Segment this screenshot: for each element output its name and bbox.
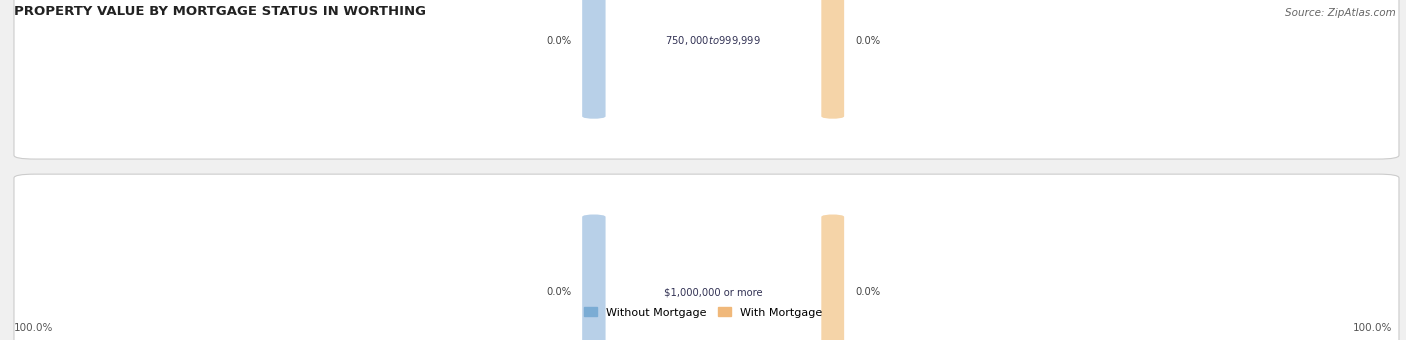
Text: Source: ZipAtlas.com: Source: ZipAtlas.com (1285, 8, 1396, 18)
Legend: Without Mortgage, With Mortgage: Without Mortgage, With Mortgage (579, 303, 827, 322)
FancyBboxPatch shape (821, 215, 844, 340)
Text: 0.0%: 0.0% (546, 36, 571, 46)
Text: $750,000 to $999,999: $750,000 to $999,999 (665, 34, 762, 47)
FancyBboxPatch shape (582, 0, 606, 119)
FancyBboxPatch shape (14, 0, 1399, 159)
Text: 0.0%: 0.0% (855, 287, 880, 298)
FancyBboxPatch shape (821, 0, 844, 119)
Text: 100.0%: 100.0% (1353, 323, 1392, 333)
FancyBboxPatch shape (14, 174, 1399, 340)
Text: $1,000,000 or more: $1,000,000 or more (664, 287, 762, 298)
Text: 0.0%: 0.0% (855, 36, 880, 46)
Text: 0.0%: 0.0% (546, 287, 571, 298)
FancyBboxPatch shape (582, 215, 606, 340)
Text: 100.0%: 100.0% (14, 323, 53, 333)
Text: PROPERTY VALUE BY MORTGAGE STATUS IN WORTHING: PROPERTY VALUE BY MORTGAGE STATUS IN WOR… (14, 5, 426, 18)
